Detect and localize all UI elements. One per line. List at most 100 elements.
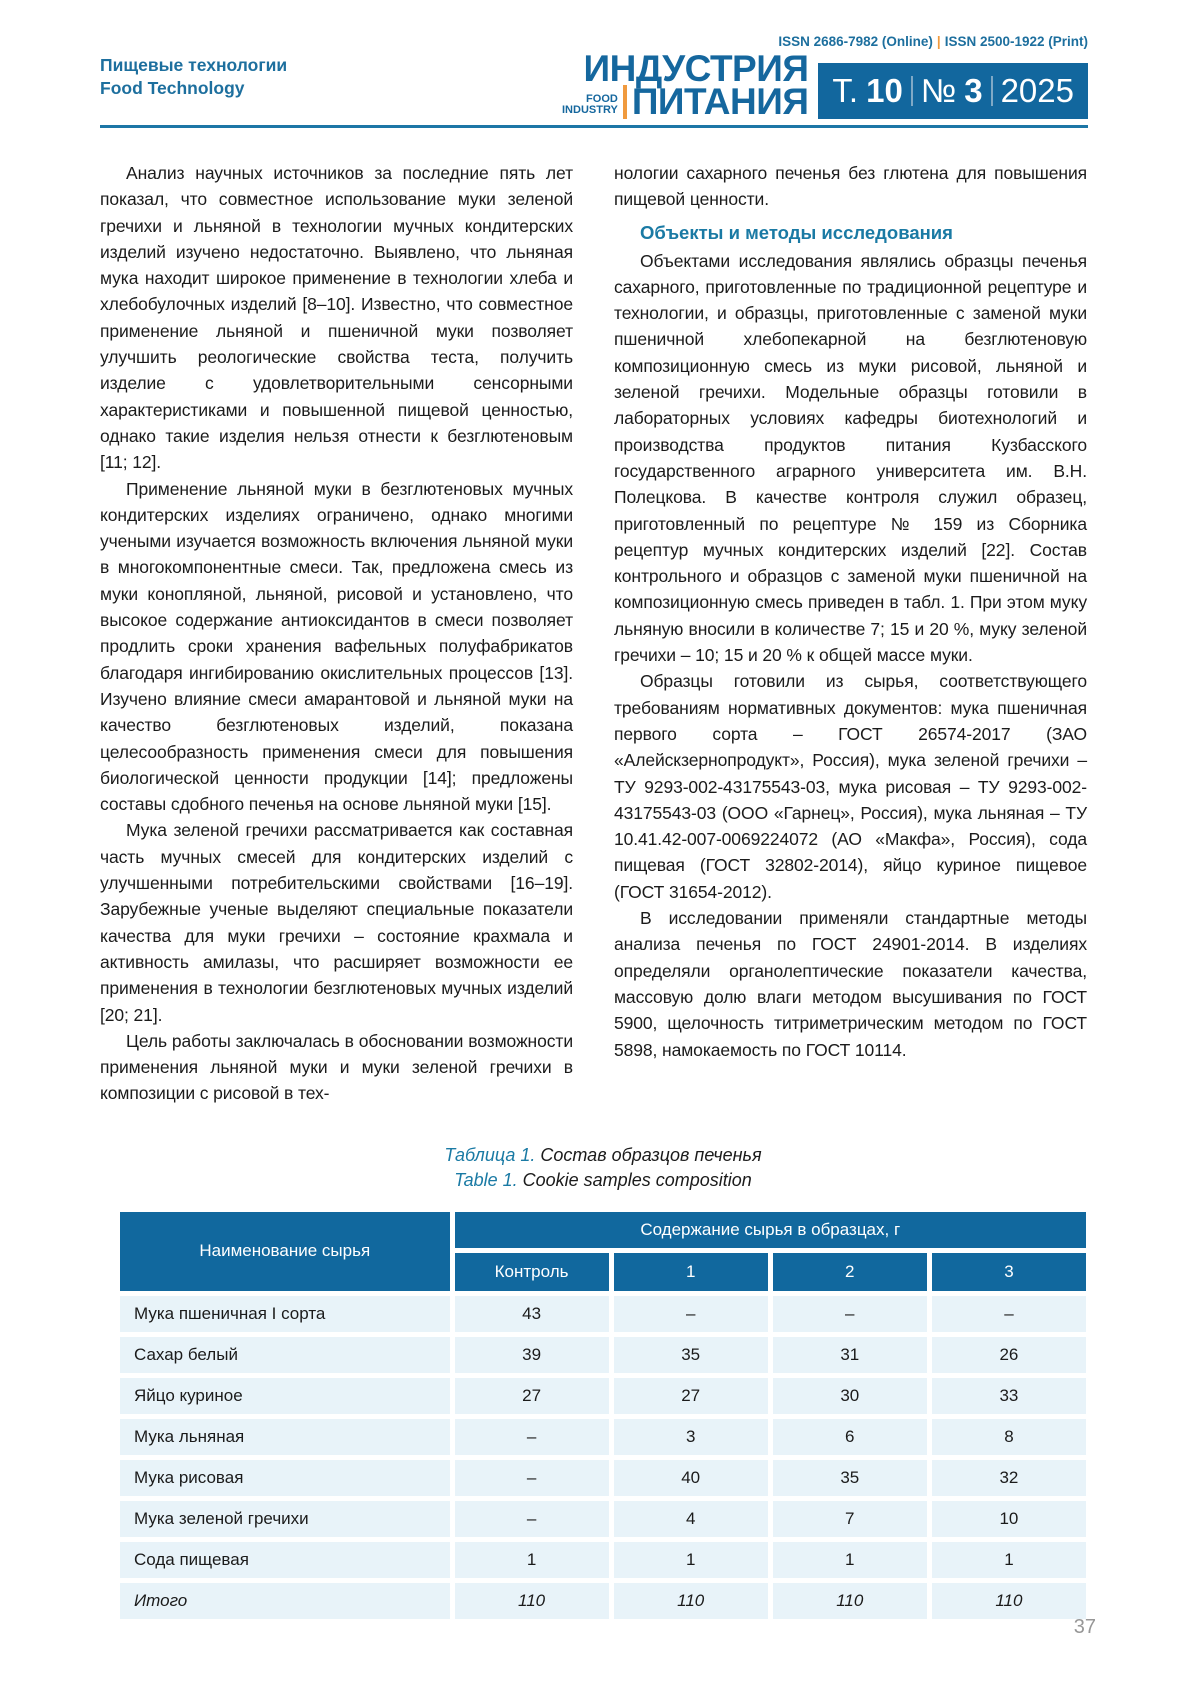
composition-table: Наименование сырья Содержание сырья в об…: [115, 1207, 1091, 1624]
ingredient-value: 6: [772, 1418, 927, 1455]
paragraph: В исследовании применяли стандартные мет…: [614, 908, 1087, 1060]
table-caption-ru-label: Таблица 1.: [444, 1144, 536, 1165]
paragraph: Применение льняной муки в безглютеновых …: [100, 478, 573, 815]
ingredient-value: 1: [613, 1541, 768, 1578]
ingredient-value: –: [772, 1295, 927, 1332]
page-number: 37: [1073, 1616, 1096, 1638]
section-title-block: Пищевые технологии Food Technology: [100, 54, 287, 100]
ingredient-name: Мука рисовая: [120, 1459, 450, 1496]
ingredient-value: 7: [772, 1500, 927, 1537]
header-rule: [100, 125, 1088, 128]
ingredient-value: 26: [931, 1336, 1086, 1373]
ingredient-value: 110: [613, 1582, 768, 1619]
ingredient-value: 1: [931, 1541, 1086, 1578]
logo-word-industriya: ИНДУСТРИЯ: [583, 48, 809, 89]
ingredient-value: 33: [931, 1377, 1086, 1414]
ingredient-name: Мука пшеничная I сорта: [120, 1295, 450, 1332]
table-caption-ru: Таблица 1. Состав образцов печенья: [120, 1143, 1086, 1168]
ingredient-value: 110: [772, 1582, 927, 1619]
ingredient-value: 1: [772, 1541, 927, 1578]
table-header-row-1: Наименование сырья Содержание сырья в об…: [120, 1211, 1086, 1291]
section-title-en: Food Technology: [100, 78, 245, 98]
table-row: Сахар белый 39 35 31 26: [120, 1336, 1086, 1373]
table-body: Мука пшеничная I сорта 43– – – Сахар белый 39…: [120, 1295, 1086, 1619]
logo-word-food: FOOD: [586, 93, 618, 105]
issn-print: ISSN 2500-1922 (Print): [944, 34, 1088, 49]
logo-word-industry: INDUSTRY: [562, 104, 618, 116]
issn-online: ISSN 2686-7982 (Online): [778, 34, 933, 49]
page-header: ISSN 2686-7982 (Online) | ISSN 2500-1922 (…: [0, 0, 1200, 128]
ingredient-value: 4: [613, 1500, 768, 1537]
table-caption-en-text: Cookie samples composition: [517, 1169, 752, 1190]
issue-prefix: №: [920, 72, 957, 109]
header-control: Контроль: [454, 1252, 609, 1291]
paragraph: Анализ научных источников за последние п…: [100, 163, 573, 473]
table-caption-en: Table 1. Cookie samples composition: [120, 1168, 1086, 1193]
volume-prefix: Т.: [832, 72, 859, 109]
ingredient-name: Сахар белый: [120, 1336, 450, 1373]
logo-orange-bar: [622, 85, 627, 119]
table-row: Мука зеленой гречихи –4 7 10: [120, 1500, 1086, 1537]
ingredient-value: 43: [454, 1295, 609, 1332]
right-column: нологии сахарного печенья без глютена дл…: [614, 160, 1087, 1107]
header-ingredient-name: Наименование сырья: [120, 1211, 450, 1291]
methods-section-heading: Объекты и методы исследования: [640, 221, 953, 243]
ingredient-name: Мука льняная: [120, 1418, 450, 1455]
issue-separator: [990, 76, 993, 106]
ingredient-value: 35: [772, 1459, 927, 1496]
ingredient-name: Итого: [120, 1582, 450, 1619]
left-column: Анализ научных источников за последние п…: [100, 160, 573, 1107]
header-content-group: Содержание сырья в образцах, г: [454, 1211, 1086, 1248]
logo-bottom-row: FOOD INDUSTRY ПИТАНИЯ: [562, 81, 809, 122]
table-header-row-2: Контроль 1 2 3: [120, 1252, 1086, 1291]
ingredient-value: 31: [772, 1336, 927, 1373]
year-number: 2025: [1000, 72, 1074, 109]
ingredient-value: 8: [931, 1418, 1086, 1455]
logo-word-pitaniya: ПИТАНИЯ: [631, 81, 809, 122]
ingredient-name: Сода пищевая: [120, 1541, 450, 1578]
paragraph-continuation: нологии сахарного печенья без глютена дл…: [614, 163, 1087, 210]
table-row: Сода пищевая 1 1 1 1: [120, 1541, 1086, 1578]
ingredient-name: Яйцо куриное: [120, 1377, 450, 1414]
paragraph: Объектами исследования являлись образцы …: [614, 250, 1087, 666]
ingredient-value: 110: [931, 1582, 1086, 1619]
table-row: Мука пшеничная I сорта 43– – –: [120, 1295, 1086, 1332]
volume-separator: [910, 76, 913, 106]
logo-english-words: FOOD INDUSTRY: [562, 94, 618, 119]
volume-number: 10: [866, 72, 903, 109]
header-sample-2: 2: [772, 1252, 927, 1291]
ingredient-value: –: [613, 1295, 768, 1332]
table-section: Таблица 1. Состав образцов печенья Table…: [120, 1143, 1086, 1624]
volume-issue-box: Т. 10 № 3 2025: [818, 63, 1088, 119]
paragraph: Мука зеленой гречихи рассматривается как…: [100, 820, 573, 1025]
table-row: Мука льняная –3 6 8: [120, 1418, 1086, 1455]
ingredient-value: 35: [613, 1336, 768, 1373]
header-sample-1: 1: [613, 1252, 768, 1291]
issn-separator: |: [936, 34, 941, 49]
issn-line: ISSN 2686-7982 (Online) | ISSN 2500-1922 (…: [778, 34, 1088, 49]
section-title-ru: Пищевые технологии: [100, 55, 288, 75]
ingredient-value: 27: [454, 1377, 609, 1414]
table-row: Итого 110 110 110 110: [120, 1582, 1086, 1619]
article-body: Анализ научных источников за последние п…: [0, 128, 1200, 1107]
ingredient-name: Мука зеленой гречихи: [120, 1500, 450, 1537]
ingredient-value: 1: [454, 1541, 609, 1578]
ingredient-value: 32: [931, 1459, 1086, 1496]
journal-brand-block: ИНДУСТРИЯ FOOD INDUSTRY ПИТАНИЯ Т. 10 № 3 …: [562, 48, 1088, 122]
ingredient-value: 3: [613, 1418, 768, 1455]
journal-logo: ИНДУСТРИЯ FOOD INDUSTRY ПИТАНИЯ: [562, 48, 809, 122]
issue-number: 3: [964, 72, 983, 109]
paragraph: Образцы готовили из сырья, соответствующ…: [614, 671, 1087, 902]
header-sample-3: 3: [931, 1252, 1086, 1291]
ingredient-value: 27: [613, 1377, 768, 1414]
ingredient-value: –: [454, 1418, 609, 1455]
paragraph: Цель работы заключалась в обосновании во…: [100, 1030, 573, 1104]
ingredient-value: –: [931, 1295, 1086, 1332]
ingredient-value: –: [454, 1459, 609, 1496]
table-caption-ru-text: Состав образцов печенья: [535, 1144, 762, 1165]
table-caption-en-label: Table 1.: [454, 1169, 518, 1190]
ingredient-value: 30: [772, 1377, 927, 1414]
ingredient-value: 40: [613, 1459, 768, 1496]
ingredient-value: –: [454, 1500, 609, 1537]
